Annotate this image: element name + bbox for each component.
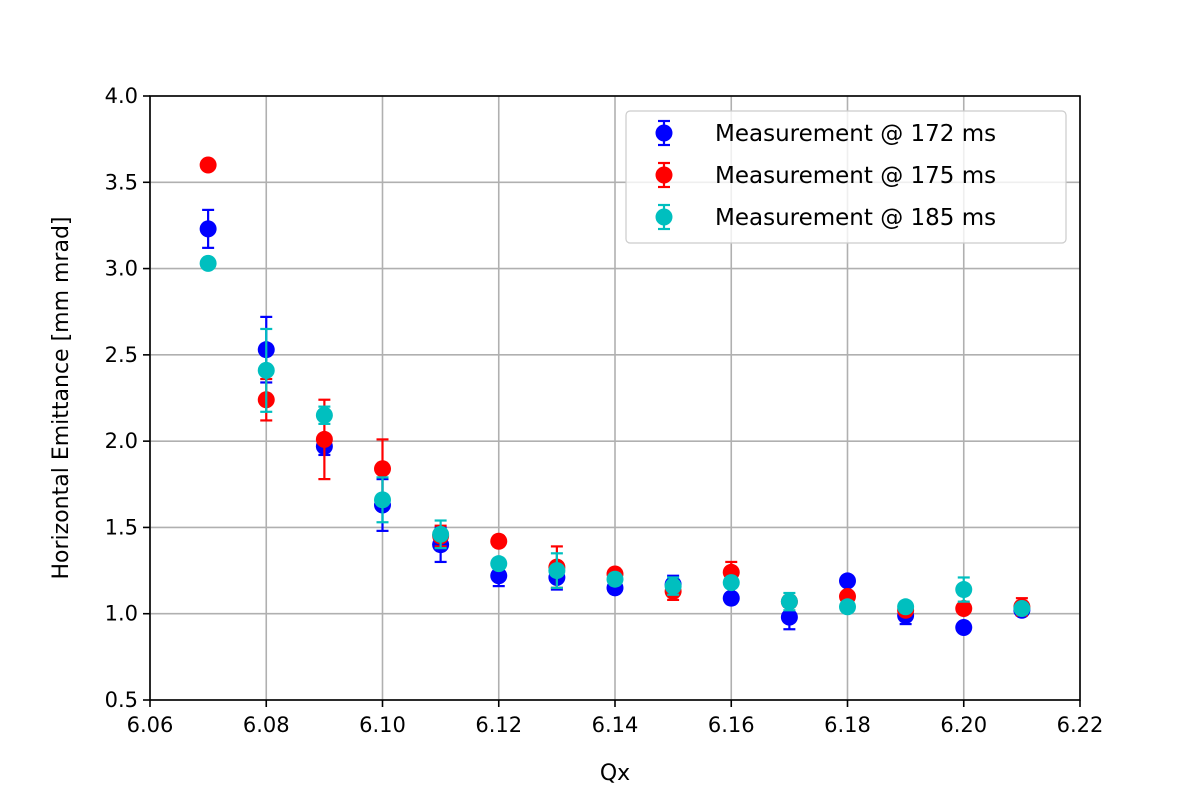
y-tick-label: 2.5 (105, 343, 138, 367)
x-axis-label: Qx (600, 761, 630, 786)
data-point (199, 220, 217, 238)
legend-entry-1: Measurement @ 172 ms (655, 119, 996, 147)
data-point (257, 361, 275, 379)
x-tick-label: 6.14 (592, 713, 639, 737)
y-tick-label: 3.0 (105, 257, 138, 281)
data-point (548, 562, 566, 580)
data-point (839, 572, 856, 590)
x-tick-label: 6.06 (127, 713, 174, 737)
ticks: 6.06 6.08 6.10 6.12 6.14 6.16 6.18 6.20 6.22 0.5 1… (105, 84, 1104, 737)
legend-entry-3: Measurement @ 185 ms (655, 203, 996, 231)
data-point (490, 532, 508, 550)
data-point (955, 600, 973, 618)
legend: Measurement @ 172 ms Measurement @ 175 ms… (625, 110, 1067, 244)
data-point (780, 608, 798, 626)
data-point (199, 254, 217, 272)
data-point (374, 460, 391, 478)
data-point (606, 570, 624, 588)
x-tick-label: 6.20 (940, 713, 987, 737)
legend-marker (655, 208, 673, 226)
series-layer (199, 156, 1031, 637)
x-tick-label: 6.22 (1057, 713, 1104, 737)
y-tick-label: 4.0 (105, 84, 138, 108)
data-point (490, 567, 508, 585)
y-tick-label: 3.5 (105, 170, 138, 194)
x-tick-label: 6.12 (475, 713, 522, 737)
data-point (315, 430, 333, 448)
data-point (315, 406, 333, 424)
x-tick-label: 6.08 (243, 713, 290, 737)
data-point (374, 491, 391, 509)
legend-entry-2: Measurement @ 175 ms (655, 161, 996, 189)
legend-label: Measurement @ 185 ms (715, 205, 996, 231)
data-point (664, 577, 682, 595)
y-tick-label: 2.0 (105, 429, 138, 453)
data-point (722, 589, 740, 607)
data-point (780, 593, 798, 611)
data-point (1013, 600, 1031, 618)
x-tick-label: 6.16 (708, 713, 755, 737)
data-point (955, 581, 973, 599)
series-3 (199, 254, 1031, 618)
y-tick-label: 1.0 (105, 602, 138, 626)
data-point (955, 619, 973, 637)
legend-marker (655, 124, 673, 142)
y-axis-label: Horizontal Emittance [mm mrad] (49, 216, 74, 579)
data-point (839, 598, 856, 616)
legend-marker (655, 166, 673, 184)
legend-label: Measurement @ 172 ms (715, 121, 996, 147)
data-point (722, 574, 740, 592)
data-point (897, 598, 915, 616)
x-tick-label: 6.18 (824, 713, 871, 737)
y-tick-label: 0.5 (105, 688, 138, 712)
x-tick-label: 6.10 (359, 713, 406, 737)
data-point (199, 156, 217, 174)
data-point (432, 525, 450, 543)
y-tick-label: 1.5 (105, 515, 138, 539)
data-point (490, 555, 508, 573)
legend-label: Measurement @ 175 ms (715, 163, 996, 189)
plot-frame (149, 95, 1081, 701)
legend-box (625, 110, 1067, 244)
